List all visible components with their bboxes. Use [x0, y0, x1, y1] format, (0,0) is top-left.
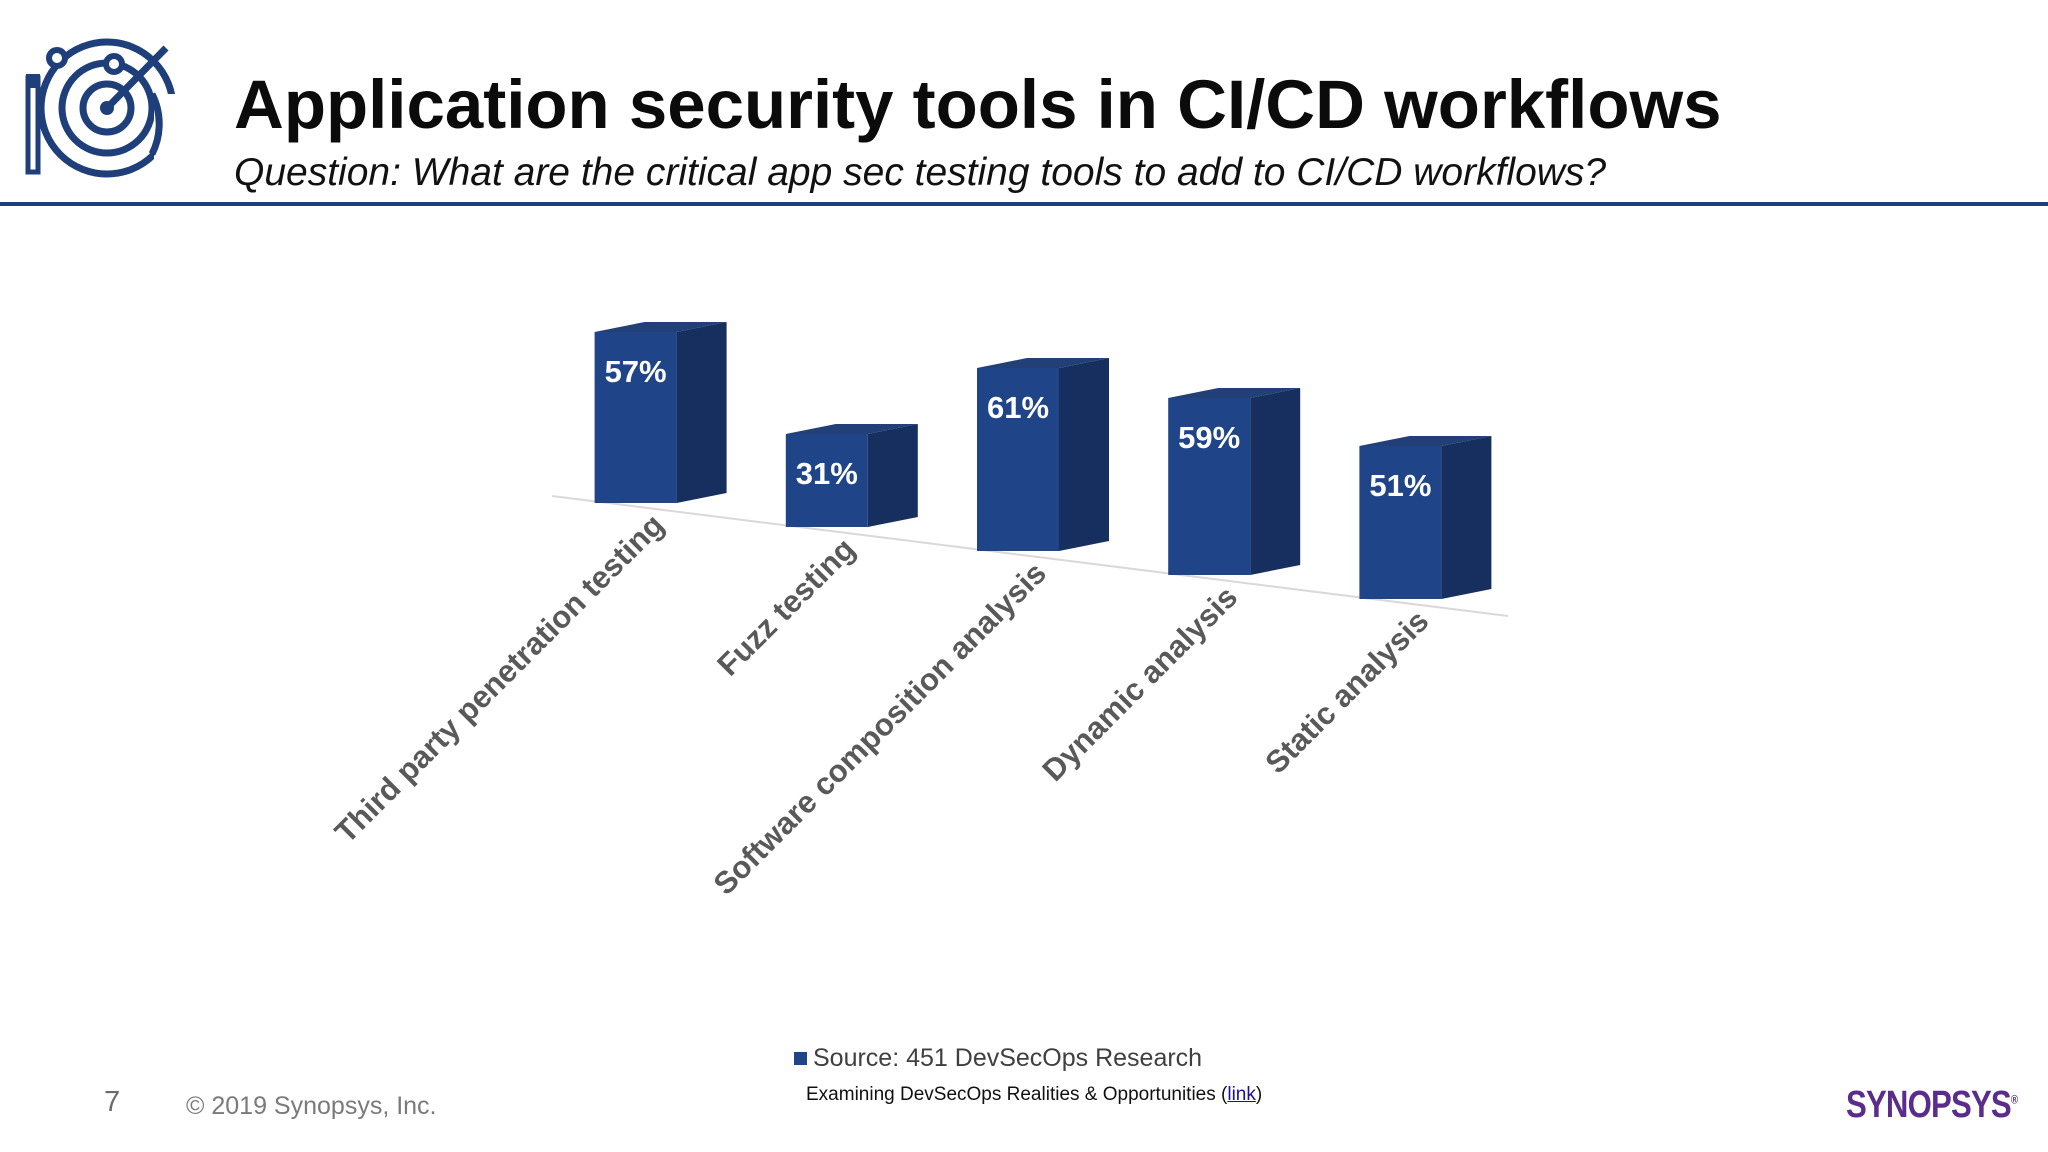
page-number: 7 — [104, 1086, 121, 1118]
data-label-3: 59% — [1178, 420, 1240, 455]
slide-subtitle: Question: What are the critical app sec … — [234, 151, 1607, 194]
category-label-2: Software composition analysis — [707, 555, 1053, 901]
header-divider — [0, 202, 2048, 206]
source-link[interactable]: link — [1227, 1084, 1256, 1105]
slide-title: Application security tools in CI/CD work… — [234, 66, 1722, 143]
chart-legend: Source: 451 DevSecOps Research — [794, 1044, 1202, 1073]
registered-mark: ® — [2010, 1092, 2018, 1107]
data-label-2: 61% — [987, 390, 1049, 425]
bar-top-1 — [785, 424, 918, 434]
bar-top-4 — [1359, 436, 1492, 446]
data-label-4: 51% — [1369, 468, 1431, 503]
bar-side-2 — [1059, 358, 1109, 551]
category-label-3: Dynamic analysis — [1035, 579, 1244, 788]
bar-2 — [977, 368, 1059, 551]
copyright: © 2019 Synopsys, Inc. — [186, 1092, 437, 1120]
bar-side-1 — [867, 424, 918, 527]
bar-3 — [1168, 398, 1251, 575]
category-label-4: Static analysis — [1258, 603, 1435, 780]
legend-entry: Source: 451 DevSecOps Research — [813, 1044, 1203, 1072]
brand-name: SYNOPSYS — [1846, 1084, 2012, 1126]
bar-1 — [785, 434, 868, 527]
category-label-1: Fuzz testing — [710, 531, 861, 682]
source-note: Examining DevSecOps Realities & Opportun… — [806, 1084, 1262, 1106]
source-note-close: ) — [1255, 1084, 1263, 1105]
security-radar-icon — [25, 38, 186, 178]
bar-side-4 — [1441, 436, 1492, 599]
data-label-0: 57% — [605, 354, 667, 389]
bar-4 — [1359, 446, 1442, 599]
bar-side-3 — [1250, 388, 1301, 575]
category-label-0: Third party penetration testing — [328, 507, 671, 850]
data-label-1: 31% — [796, 456, 858, 491]
bar-top-0 — [594, 322, 727, 332]
source-note-text: Examining DevSecOps Realities & Opportun… — [806, 1084, 1228, 1105]
bar-top-2 — [977, 358, 1109, 368]
synopsys-logo: SYNOPSYS® — [1846, 1084, 2018, 1127]
bar-top-3 — [1168, 388, 1301, 398]
legend-swatch — [794, 1052, 807, 1065]
bar-0 — [594, 332, 677, 503]
bar-side-0 — [676, 322, 727, 503]
x-axis-line — [551, 495, 1509, 617]
